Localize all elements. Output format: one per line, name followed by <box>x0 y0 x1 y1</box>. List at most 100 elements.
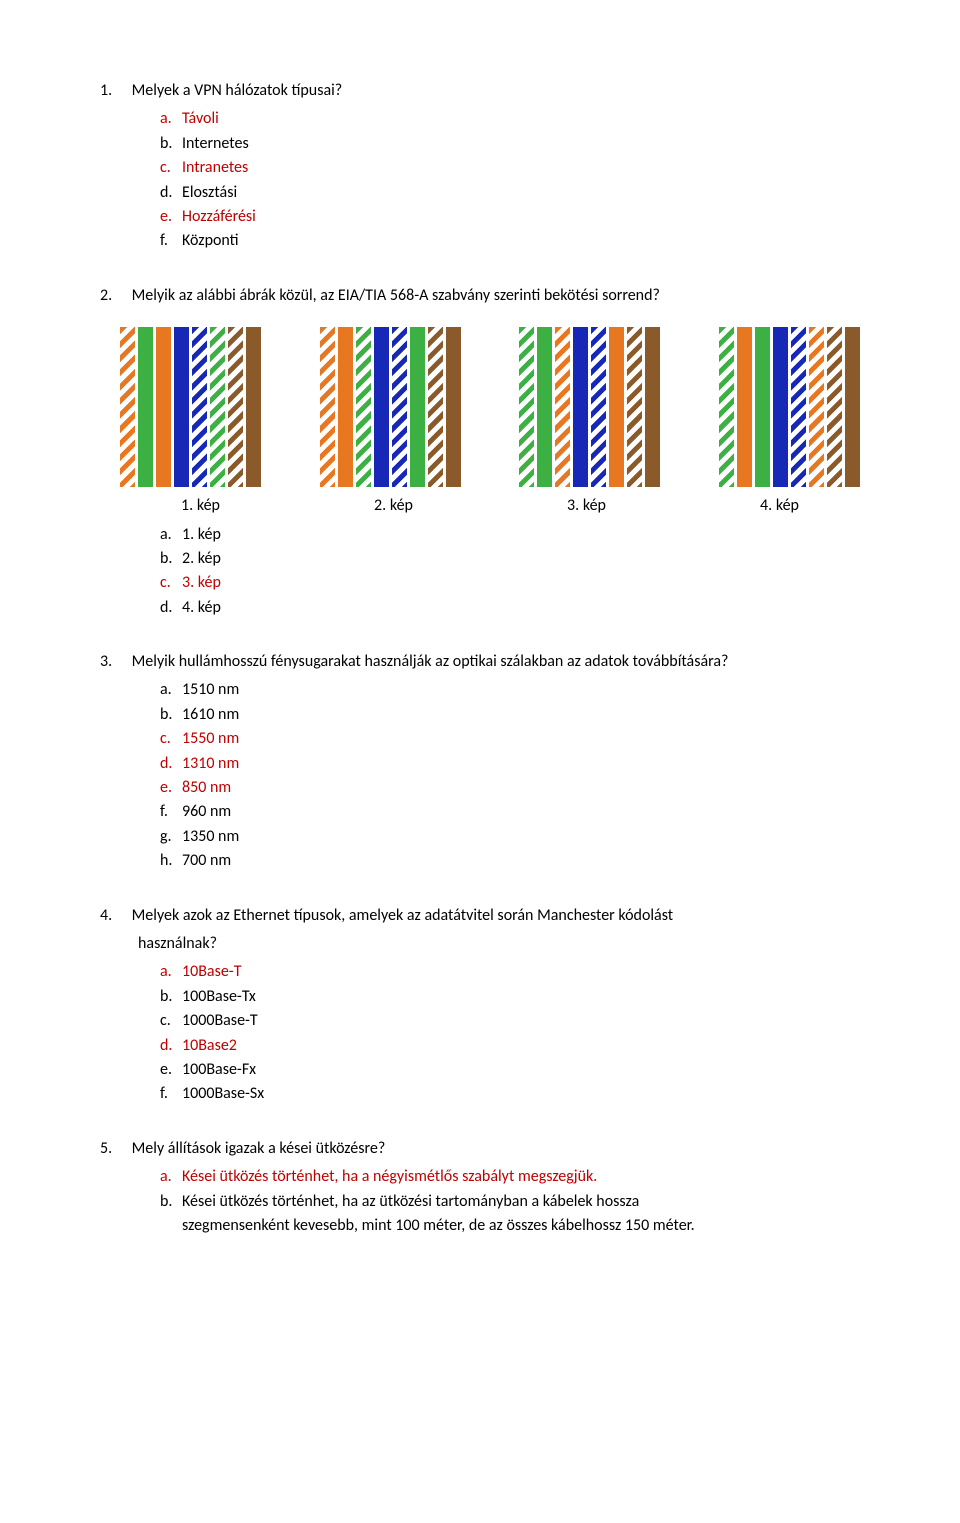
option-text: Elosztási <box>182 183 237 202</box>
option-text: 1610 nm <box>182 705 239 724</box>
wire <box>410 327 425 487</box>
option-text: Központi <box>182 231 239 250</box>
option: h.700 nm <box>160 850 860 872</box>
option-letter: d. <box>160 597 182 619</box>
question-body: Melyek a VPN hálózatok típusai? <box>132 81 343 100</box>
question-number: 2. <box>100 285 128 307</box>
option: d.1310 nm <box>160 753 860 775</box>
wire-bundle <box>320 327 461 487</box>
option-letter: c. <box>160 728 182 750</box>
option: f.Központi <box>160 230 860 252</box>
option: d.Elosztási <box>160 182 860 204</box>
figure-caption: 3. kép <box>506 495 667 517</box>
wire <box>228 327 243 487</box>
option-letter: b. <box>160 1191 182 1213</box>
option-letter: c. <box>160 1010 182 1032</box>
option-text: 1350 nm <box>182 827 239 846</box>
options-list: a.Kései ütközés történhet, ha a négyismé… <box>160 1166 860 1237</box>
option: a.Kései ütközés történhet, ha a négyismé… <box>160 1166 860 1188</box>
wire <box>737 327 752 487</box>
wire <box>374 327 389 487</box>
wire <box>392 327 407 487</box>
question-body-cont: használnak? <box>138 933 860 955</box>
option: c.Intranetes <box>160 157 860 179</box>
option-text: 10Base-T <box>182 962 242 981</box>
option-text: Kései ütközés történhet, ha a négyismétl… <box>182 1167 597 1186</box>
option-text: 1550 nm <box>182 729 239 748</box>
wire <box>246 327 261 487</box>
question-body: Mely állítások igazak a kései ütközésre? <box>132 1139 386 1158</box>
wire <box>809 327 824 487</box>
options-list: a.10Base-T b.100Base-Txc.1000Base-Td. 10Ba… <box>160 961 860 1105</box>
wire <box>591 327 606 487</box>
wire <box>573 327 588 487</box>
option-letter: d. <box>160 1035 182 1057</box>
question-number: 5. <box>100 1138 128 1160</box>
wire <box>356 327 371 487</box>
option-text: Távoli <box>182 109 219 128</box>
option: g.1350 nm <box>160 826 860 848</box>
wiring-figure <box>120 327 261 487</box>
option-text: Internetes <box>182 134 249 153</box>
option: b.Kései ütközés történhet, ha az ütközés… <box>160 1191 860 1213</box>
question-text: 3. Melyik hullámhosszú fénysugarakat has… <box>100 651 860 673</box>
question-4: 4. Melyek azok az Ethernet típusok, amel… <box>100 905 860 1106</box>
option-letter: a. <box>160 524 182 546</box>
option: c.3. kép <box>160 572 860 594</box>
option: e.100Base-Fx <box>160 1059 860 1081</box>
question-5: 5. Mely állítások igazak a kései ütközés… <box>100 1138 860 1238</box>
wire <box>446 327 461 487</box>
option: b.100Base-Tx <box>160 986 860 1008</box>
question-number: 4. <box>100 905 128 927</box>
wire-bundle <box>519 327 660 487</box>
option-letter: a. <box>160 961 182 983</box>
option: c.1550 nm <box>160 728 860 750</box>
option: f.1000Base-Sx <box>160 1083 860 1105</box>
figure-caption: 2. kép <box>313 495 474 517</box>
option-letter: f. <box>160 230 182 252</box>
option-text: 100Base-Fx <box>182 1060 256 1079</box>
option-letter: f. <box>160 801 182 823</box>
wire <box>537 327 552 487</box>
wire <box>428 327 443 487</box>
option-text: 1000Base-T <box>182 1011 258 1030</box>
option-text: 1000Base-Sx <box>182 1084 264 1103</box>
question-1: 1. Melyek a VPN hálózatok típusai? a.Táv… <box>100 80 860 253</box>
wiring-figures <box>120 327 860 487</box>
question-2: 2. Melyik az alábbi ábrák közül, az EIA/… <box>100 285 860 619</box>
wiring-figure <box>320 327 461 487</box>
option-text: 3. kép <box>182 573 221 592</box>
option-text: 2. kép <box>182 549 221 568</box>
option: b.1610 nm <box>160 704 860 726</box>
option: b.2. kép <box>160 548 860 570</box>
wire <box>192 327 207 487</box>
option-text: Kései ütközés történhet, ha az ütközési … <box>182 1192 639 1211</box>
wire <box>645 327 660 487</box>
option-text: Intranetes <box>182 158 248 177</box>
option-text: 1. kép <box>182 525 221 544</box>
question-number: 3. <box>100 651 128 673</box>
option-text: 100Base-Tx <box>182 987 256 1006</box>
option: a.1. kép <box>160 524 860 546</box>
option: e.850 nm <box>160 777 860 799</box>
wire <box>338 327 353 487</box>
wire <box>120 327 135 487</box>
option: f.960 nm <box>160 801 860 823</box>
figure-caption: 1. kép <box>120 495 281 517</box>
wiring-figure <box>519 327 660 487</box>
figure-caption: 4. kép <box>699 495 860 517</box>
option-text: 4. kép <box>182 598 221 617</box>
wire <box>827 327 842 487</box>
option: a.10Base-T <box>160 961 860 983</box>
option: a.1510 nm <box>160 679 860 701</box>
option-letter: d. <box>160 182 182 204</box>
option-letter: f. <box>160 1083 182 1105</box>
options-list: a.1. képb.2. képc.3. képd.4. kép <box>160 524 860 620</box>
option-letter: d. <box>160 753 182 775</box>
option: szegmensenként kevesebb, mint 100 méter,… <box>182 1215 860 1237</box>
wire <box>210 327 225 487</box>
wire <box>609 327 624 487</box>
question-body: Melyik az alábbi ábrák közül, az EIA/TIA… <box>132 286 660 305</box>
option-text: 700 nm <box>182 851 231 870</box>
wire <box>555 327 570 487</box>
